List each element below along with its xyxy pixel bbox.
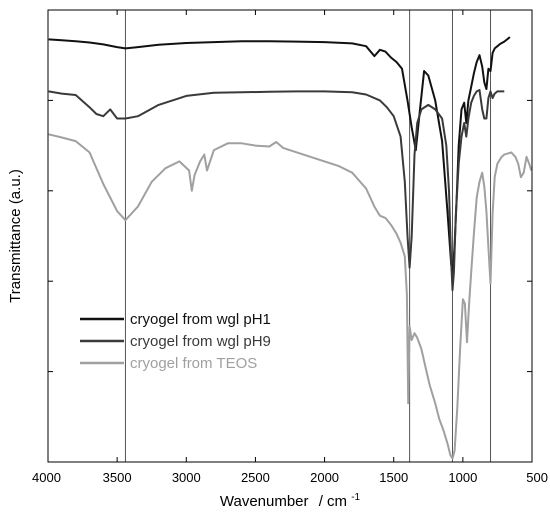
x-tick-labels: 4000 3500 3000 2500 2000 1500 1000 500 (32, 470, 548, 485)
x-tick-label-1500: 1500 (379, 470, 408, 485)
x-tick-label-2000: 2000 (310, 470, 339, 485)
x-tick-label-2500: 2500 (241, 470, 270, 485)
x-tick-label-4000: 4000 (32, 470, 61, 485)
x-axis-label: Wavenumber / cm -1 (220, 492, 361, 510)
reference-lines (124, 10, 492, 462)
x-axis-label-unit-exponent: -1 (351, 492, 360, 503)
series-line-1 (48, 36, 511, 278)
x-tick-label-3000: 3000 (172, 470, 201, 485)
series-line-3 (48, 133, 533, 460)
y-axis-label: Transmittance (a.u.) (7, 169, 24, 303)
x-axis-label-name: Wavenumber (220, 493, 309, 510)
legend: cryogel from wgl pH1 cryogel from wgl pH9… (80, 311, 271, 372)
x-tick-marks (47, 10, 533, 462)
series-line-2 (48, 89, 505, 292)
y-tick-marks (48, 9, 532, 463)
x-axis-label-unit: / cm (319, 493, 347, 510)
plot-frame (47, 9, 533, 463)
legend-label-3: cryogel from TEOS (130, 355, 257, 372)
legend-label-2: cryogel from wgl pH9 (130, 333, 271, 350)
legend-label-1: cryogel from wgl pH1 (130, 311, 271, 328)
x-tick-label-1000: 1000 (448, 470, 477, 485)
x-tick-label-500: 500 (526, 470, 548, 485)
x-tick-label-3500: 3500 (103, 470, 132, 485)
series-layer (48, 36, 533, 460)
